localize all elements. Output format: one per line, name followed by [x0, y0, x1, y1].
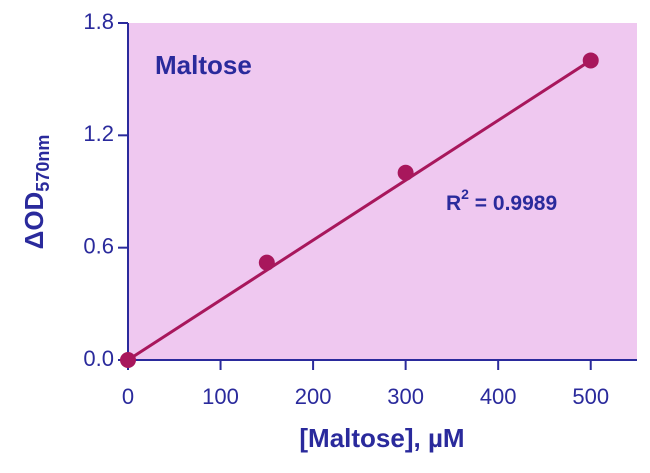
x-tick-label: 0	[122, 384, 134, 409]
y-tick-label: 1.2	[83, 121, 114, 146]
fit-line	[127, 59, 592, 362]
y-tick-label: 0.6	[83, 233, 114, 258]
y-tick-label: 1.8	[83, 9, 114, 34]
x-tick-label: 200	[295, 384, 332, 409]
x-tick-label: 500	[572, 384, 609, 409]
annotation-text: R	[446, 192, 461, 215]
annotation-sup: 2	[461, 186, 469, 202]
x-tick-label: 300	[387, 384, 424, 409]
chart-title: Maltose	[155, 50, 252, 80]
y-axis-label-main: ΔOD	[19, 192, 49, 250]
y-axis-label-sub: 570nm	[33, 135, 53, 192]
data-point	[397, 164, 414, 181]
x-axis-label: [Maltose], µM	[299, 423, 464, 453]
data-point	[120, 352, 136, 368]
y-axis-label: ΔOD570nm	[19, 135, 53, 250]
x-tick-label: 100	[202, 384, 239, 409]
annotation: R2 = 0.9989	[446, 186, 557, 215]
data-point	[258, 254, 275, 271]
x-tick-label: 400	[480, 384, 517, 409]
y-tick-label: 0.0	[83, 346, 114, 371]
data-point	[582, 52, 599, 69]
annotation-rest: = 0.9989	[469, 192, 557, 215]
